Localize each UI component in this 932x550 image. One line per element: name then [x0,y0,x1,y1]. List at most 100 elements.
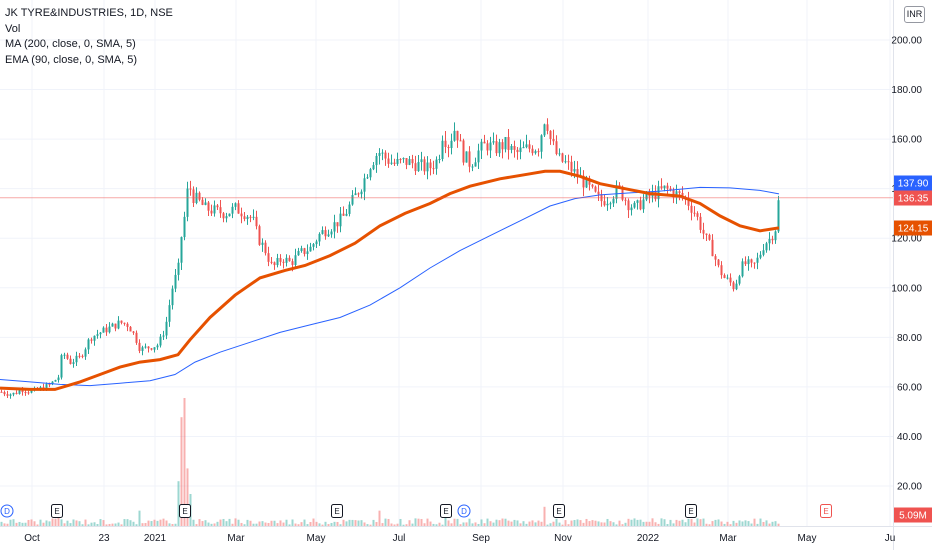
volume-bar [552,521,555,526]
event-marker-earnings: E [331,504,343,518]
candle-body [435,159,438,169]
candle-body [264,242,267,254]
candle-body [480,141,483,151]
candle-body [120,320,123,323]
candle-body [450,140,453,149]
candle-body [549,130,552,139]
volume-bar [750,523,753,526]
symbol-title[interactable]: JK TYRE&INDUSTRIES, 1D, NSE [5,7,173,19]
candle-body [111,323,114,327]
candle-body [534,151,537,154]
candle-body [495,141,498,154]
ma-legend[interactable]: MA (200, close, 0, SMA, 5) [5,38,136,50]
volume-bar [393,524,396,526]
candle-body [756,257,759,263]
volume-bar [711,521,714,526]
volume-bar [582,522,585,526]
y-tick-label: 160.00 [891,135,922,146]
candle-body [411,159,414,164]
volume-bar [9,519,12,526]
volume-bar [63,523,66,526]
event-marker-dividend: D [457,504,471,518]
volume-bar [165,520,168,526]
candle-body [378,153,381,156]
candle-body [282,261,285,263]
volume-legend[interactable]: Vol [5,22,21,35]
volume-bar [741,521,744,526]
candle-body [327,234,330,237]
candle-body [522,147,525,149]
volume-bar [726,521,729,526]
ema-legend[interactable]: EMA (90, close, 0, SMA, 5) [5,53,138,66]
candle-body [294,255,297,265]
volume-bar [306,524,309,526]
candle-body [714,256,717,260]
volume-bar [756,523,759,526]
volume-bar [627,518,630,526]
candle-body [351,195,354,205]
x-tick-label: 2021 [144,533,167,544]
volume-bar [378,510,381,526]
volume-bar [231,523,234,526]
currency-badge[interactable]: INR [904,6,925,23]
candle-body [597,191,600,195]
candle-body [702,229,705,234]
volume-bar [183,398,186,526]
volume-bar [177,481,180,526]
candle-body [567,161,570,163]
volume-bar [714,519,717,526]
volume-bar [441,524,444,526]
volume-bar [375,522,378,526]
earnings-icon [51,504,63,518]
event-marker-label: E [823,507,828,516]
candle-body [606,203,609,206]
candle-body [489,142,492,151]
x-tick-label: Sep [472,533,490,544]
volume-bar [573,520,576,526]
volume-bar [477,523,480,526]
candle-body [216,205,219,208]
y-tick-label: 120.00 [891,234,922,245]
volume-bar [210,523,213,526]
candle-body [246,216,249,220]
volume-bar [285,519,288,526]
volume-bar [636,519,639,526]
volume-bar [678,520,681,526]
event-marker-dividend: D [0,504,14,518]
volume-bar [258,521,261,526]
candle-body [210,210,213,214]
volume-bars [0,398,780,526]
volume-bar [639,519,642,526]
candle-body [15,392,18,394]
volume-bar [558,522,561,526]
candle-body [108,326,111,333]
candle-body [630,207,633,211]
x-tick-label: 23 [98,533,110,544]
price-tag: 124.15 [894,220,932,236]
volume-bar [222,518,225,526]
volume-bar [723,523,726,526]
candle-body [339,213,342,227]
candle-body [462,140,465,163]
candle-body [546,124,549,131]
candle-body [219,207,222,214]
candle-body [249,216,252,218]
candle-body [162,335,165,337]
price-axis[interactable]: 20.0040.0060.0080.00100.00120.00140.0016… [891,36,922,493]
volume-bar [699,519,702,526]
candle-body [333,222,336,232]
candle-body [723,275,726,278]
volume-bar [369,524,372,526]
volume-bar [264,522,267,526]
candle-body [753,262,756,264]
time-axis[interactable]: Oct 23 2021 Mar May Jul Sep Nov 2022 Mar May Ju [24,533,895,544]
volume-bar [138,510,141,526]
volume-bar [411,523,414,526]
volume-bar [60,519,63,526]
volume-bar [528,521,531,526]
volume-bar [519,523,522,526]
volume-bar [747,521,750,526]
volume-bar [681,519,684,526]
candle-body [543,124,546,136]
